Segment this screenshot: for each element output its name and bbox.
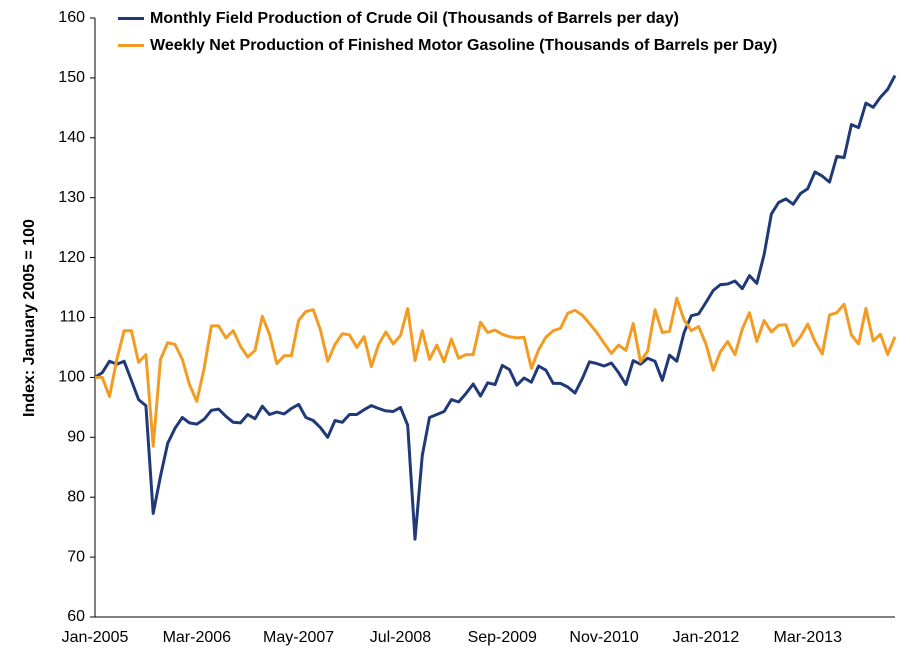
- y-tick-label: 70: [67, 548, 85, 565]
- x-tick-label: Jan-2005: [62, 629, 129, 646]
- y-tick-label: 60: [67, 608, 85, 625]
- x-tick-label: Jul-2008: [370, 629, 431, 646]
- y-tick-label: 120: [58, 249, 85, 266]
- legend-label: Monthly Field Production of Crude Oil (T…: [150, 10, 679, 27]
- legend-entry: Monthly Field Production of Crude Oil (T…: [118, 8, 898, 29]
- x-tick-label: Sep-2009: [468, 629, 537, 646]
- y-tick-label: 140: [58, 129, 85, 146]
- y-tick-label: 160: [58, 9, 85, 26]
- legend-label: Weekly Net Production of Finished Motor …: [150, 37, 778, 54]
- legend: Monthly Field Production of Crude Oil (T…: [118, 8, 898, 62]
- y-axis-label: Index: January 2005 = 100: [21, 219, 38, 417]
- y-tick-label: 100: [58, 369, 85, 386]
- y-tick-label: 130: [58, 189, 85, 206]
- x-tick-label: Jan-2012: [673, 629, 740, 646]
- series-line: [94, 74, 897, 541]
- legend-swatch: [118, 44, 144, 47]
- y-tick-label: 80: [67, 488, 85, 505]
- legend-entry: Weekly Net Production of Finished Motor …: [118, 35, 898, 56]
- x-tick-label: May-2007: [263, 629, 334, 646]
- series-line: [95, 296, 897, 448]
- x-tick-label: Mar-2013: [773, 629, 842, 646]
- x-tick-label: Mar-2006: [163, 629, 232, 646]
- y-tick-label: 110: [59, 309, 85, 326]
- y-tick-label: 150: [58, 69, 85, 86]
- y-tick-label: 90: [67, 429, 85, 446]
- legend-swatch: [118, 17, 144, 20]
- x-tick-label: Nov-2010: [569, 629, 638, 646]
